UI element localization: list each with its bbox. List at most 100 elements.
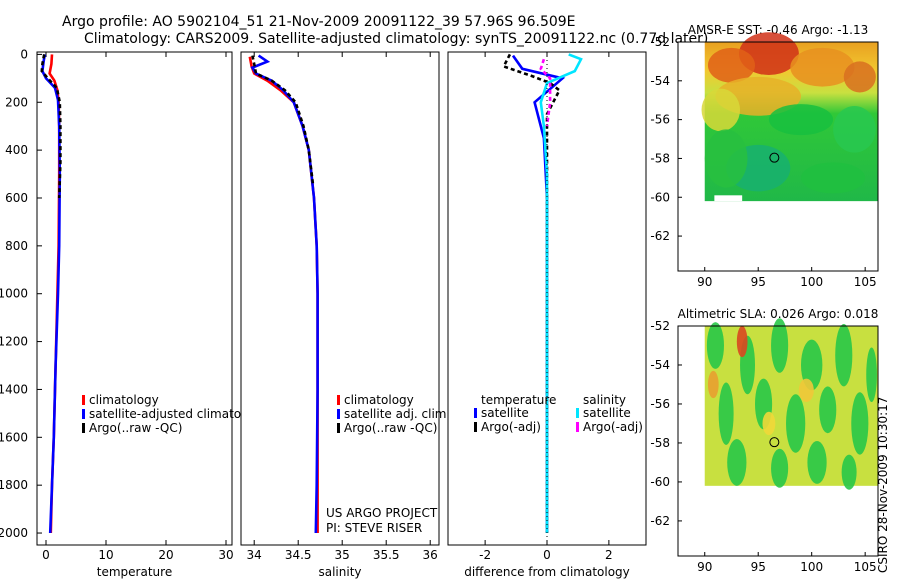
sla-map-ytick-label: -56 xyxy=(650,397,670,411)
temperature-ytick-label: 1800 xyxy=(0,478,28,492)
sst-map-field-patch xyxy=(843,61,876,93)
difference-xtick-label: 2 xyxy=(605,548,613,562)
sst-map-field-patch xyxy=(701,88,741,132)
temperature-xtick-label: 10 xyxy=(98,548,113,562)
sst-map-xtick-label: 90 xyxy=(697,275,712,289)
temperature-ytick-label: 1400 xyxy=(0,382,28,396)
sst-map-field-patch xyxy=(707,47,756,83)
sla-map-field-patch xyxy=(798,378,814,403)
salinity-xtick-label: 34.5 xyxy=(285,548,312,562)
sst-map-ytick-label: -56 xyxy=(650,113,670,127)
salinity-xtick-label: 35.5 xyxy=(373,548,400,562)
sla-map-frame xyxy=(677,325,879,557)
sst-map-ytick-label: -62 xyxy=(650,229,670,243)
sla-map-field-patch xyxy=(835,324,853,387)
sla-map-field-patch xyxy=(707,370,719,399)
temperature-ytick-label: 600 xyxy=(5,191,28,205)
sst-map-missing-data xyxy=(714,195,743,202)
difference-panel: -2 0 2 difference from climatology temperatu… xyxy=(447,51,647,579)
temperature-legend-swatch xyxy=(82,409,85,419)
sla-map-title: Altimetric SLA: 0.026 Argo: 0.018 xyxy=(678,307,879,321)
sla-map-field-patch xyxy=(819,386,837,434)
sla-map-field-patch xyxy=(736,326,748,358)
temperature-ytick-label: 400 xyxy=(5,143,28,157)
temperature-legend-label: satellite-adjusted climatology xyxy=(89,407,267,421)
difference-series-salinity-satellite xyxy=(539,53,583,533)
temperature-legend-swatch xyxy=(82,395,85,405)
salinity-legend-swatch xyxy=(337,423,340,433)
difference-legend-label: Argo(-adj) xyxy=(583,420,643,434)
figure-title-line2: Climatology: CARS2009. Satellite-adjuste… xyxy=(84,31,708,47)
sst-map-xtick-label: 100 xyxy=(800,275,823,289)
salinity-xlabel: salinity xyxy=(318,565,361,579)
sla-map-field-patch xyxy=(762,411,776,436)
difference-legend-temperature-header: temperature xyxy=(481,393,556,407)
sla-map-field-patch xyxy=(718,382,734,445)
sst-map-ytick-label: -52 xyxy=(650,35,670,49)
salinity-plot-frame xyxy=(240,51,440,546)
sst-map-panel: AMSR-E SST: -0.46 Argo: -1.13 90 95 100 105 -… xyxy=(650,23,879,289)
salinity-legend-label: climatology xyxy=(344,393,414,407)
sla-map-ytick-label: -62 xyxy=(650,514,670,528)
sst-map-float-position-marker xyxy=(769,152,780,163)
csiro-timestamp: CSIRO 28-Nov-2009 10:30:17 xyxy=(876,397,890,573)
difference-xtick-label: -2 xyxy=(479,548,491,562)
temperature-xlabel: temperature xyxy=(97,565,172,579)
sst-map-field-patch xyxy=(704,129,748,188)
temperature-panel: 0 10 20 30 0 200 400 600 800 1000 1200 1400 1600 1800… xyxy=(0,47,267,579)
temperature-xtick-label: 30 xyxy=(218,548,233,562)
difference-legend-label: satellite xyxy=(583,406,631,420)
sla-map-xtick-label: 95 xyxy=(751,560,766,574)
sla-map-ytick-label: -54 xyxy=(650,358,670,372)
temperature-ytick-label: 1200 xyxy=(0,335,28,349)
sla-map-field-patch xyxy=(800,339,823,391)
temperature-plot-frame xyxy=(36,51,233,546)
temperature-ytick-label: 800 xyxy=(5,239,28,253)
temperature-ytick-label: 1000 xyxy=(0,287,28,301)
figure-title-line1: Argo profile: AO 5902104_51 21-Nov-2009 … xyxy=(62,14,576,30)
difference-xtick-label: 0 xyxy=(543,548,551,562)
sst-map-xtick-label: 95 xyxy=(751,275,766,289)
sla-map-xtick-label: 100 xyxy=(800,560,823,574)
salinity-panel: 34 34.5 35 35.5 36 salinity climatologysatelli… xyxy=(240,51,450,579)
salinity-legend-swatch xyxy=(337,409,340,419)
temperature-legend-label: climatology xyxy=(89,393,159,407)
difference-legend-salinity-header: salinity xyxy=(583,393,626,407)
temperature-series-argo-raw-qc- xyxy=(40,54,62,199)
temperature-ytick-label: 2000 xyxy=(0,526,28,540)
temperature-ytick-label: 200 xyxy=(5,95,28,109)
salinity-xtick-label: 35 xyxy=(335,548,350,562)
salinity-legend-label: satellite adj. clim. xyxy=(344,407,450,421)
temperature-legend-swatch xyxy=(82,423,85,433)
difference-legend-label: satellite xyxy=(481,406,529,420)
sla-map-field-patch xyxy=(727,439,747,486)
sla-map-ytick-label: -52 xyxy=(650,319,670,333)
sst-map-ytick-label: -58 xyxy=(650,151,670,165)
sla-map-field-patch xyxy=(771,318,789,373)
salinity-xtick-label: 34 xyxy=(247,548,262,562)
difference-series-salinity-argo-adj- xyxy=(539,58,552,127)
sla-map-ytick-label: -60 xyxy=(650,475,670,489)
salinity-annotation-line: PI: STEVE RISER xyxy=(326,521,422,535)
difference-legend-swatch xyxy=(474,408,477,418)
sla-map-field-patch xyxy=(706,322,724,369)
sla-map-field-patch xyxy=(866,347,877,403)
sla-map-field-patch xyxy=(807,441,827,484)
sla-map-float-position-marker xyxy=(769,437,780,448)
sla-map-panel: Altimetric SLA: 0.026 Argo: 0.018 90 95 100… xyxy=(650,307,879,574)
temperature-ytick-label: 0 xyxy=(20,47,28,61)
difference-legend-swatch xyxy=(474,422,477,432)
sla-map-ytick-label: -58 xyxy=(650,436,670,450)
temperature-xtick-label: 0 xyxy=(42,548,50,562)
sla-map-field-patch xyxy=(851,392,869,455)
sst-map-field-patch xyxy=(790,47,855,87)
sst-map-title: AMSR-E SST: -0.46 Argo: -1.13 xyxy=(688,23,869,37)
sst-map-field-patch xyxy=(800,162,866,194)
sla-map-field-patch xyxy=(841,454,857,490)
sst-map-field-patch xyxy=(833,106,876,153)
sst-map-ytick-label: -54 xyxy=(650,74,670,88)
sst-map-frame xyxy=(677,41,879,272)
difference-legend-swatch xyxy=(576,422,579,432)
sla-map-xtick-label: 90 xyxy=(697,560,712,574)
